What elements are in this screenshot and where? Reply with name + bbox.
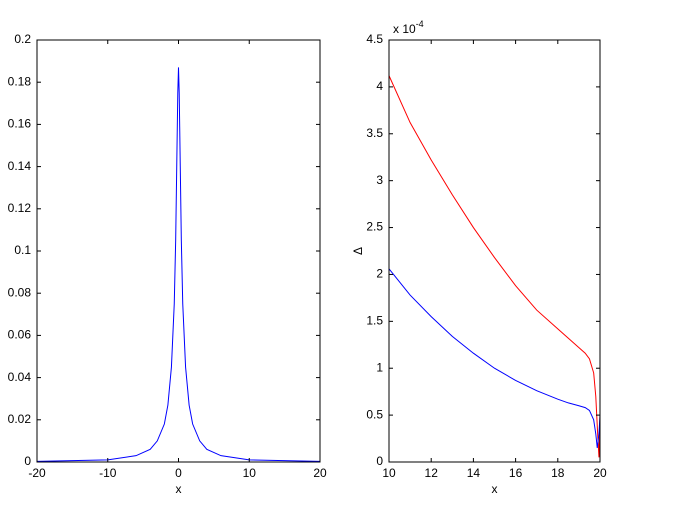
x-tick-label: 12 [425, 466, 439, 480]
y-tick-label: 0.08 [8, 285, 32, 299]
y-tick-label: 0.04 [8, 370, 32, 384]
y-tick-label: 0.16 [8, 117, 32, 131]
x-tick-label: 18 [551, 466, 565, 480]
axes-box [388, 39, 601, 463]
x-tick-label: -10 [99, 466, 117, 480]
x-axis-label: x [176, 482, 182, 496]
data-line [388, 268, 601, 448]
y-tick-label: 0.12 [8, 201, 32, 215]
data-line [36, 67, 321, 462]
offset-base: x 10 [393, 22, 416, 36]
y-tick-label: 4.5 [366, 32, 383, 46]
x-tick-label: 20 [593, 466, 607, 480]
y-offset-label: x 10-4 [393, 19, 424, 36]
y-tick-label: 0.2 [14, 32, 31, 46]
offset-exponent: -4 [416, 19, 424, 29]
x-tick-label: 14 [467, 466, 481, 480]
y-tick-label: 0.1 [14, 243, 31, 257]
y-tick-label: 0.14 [8, 159, 32, 173]
x-axis-label: x [492, 482, 498, 496]
y-tick-label: 0.5 [366, 407, 383, 421]
y-tick-label: 3.5 [366, 126, 383, 140]
y-tick-label: 0.06 [8, 328, 32, 342]
y-tick-label: 3 [376, 173, 383, 187]
x-tick-label: -20 [28, 466, 46, 480]
y-tick-label: 2.5 [366, 220, 383, 234]
y-tick-label: 1 [376, 360, 383, 374]
y-tick-label: 0 [376, 454, 383, 468]
y-tick-label: 1.5 [366, 314, 383, 328]
data-line [388, 75, 601, 458]
x-tick-label: 10 [243, 466, 257, 480]
y-tick-label: 0 [24, 454, 31, 468]
x-tick-label: 10 [382, 466, 396, 480]
y-axis-label: Δ [0, 247, 3, 255]
y-tick-label: 2 [376, 267, 383, 281]
y-tick-label: 0.18 [8, 74, 32, 88]
y-tick-label: 4 [376, 79, 383, 93]
y-axis-label: Δ [351, 247, 365, 255]
x-tick-label: 20 [313, 466, 327, 480]
x-tick-label: 0 [175, 466, 182, 480]
y-tick-label: 0.02 [8, 412, 32, 426]
x-tick-label: 16 [509, 466, 523, 480]
axes-box [36, 39, 321, 463]
